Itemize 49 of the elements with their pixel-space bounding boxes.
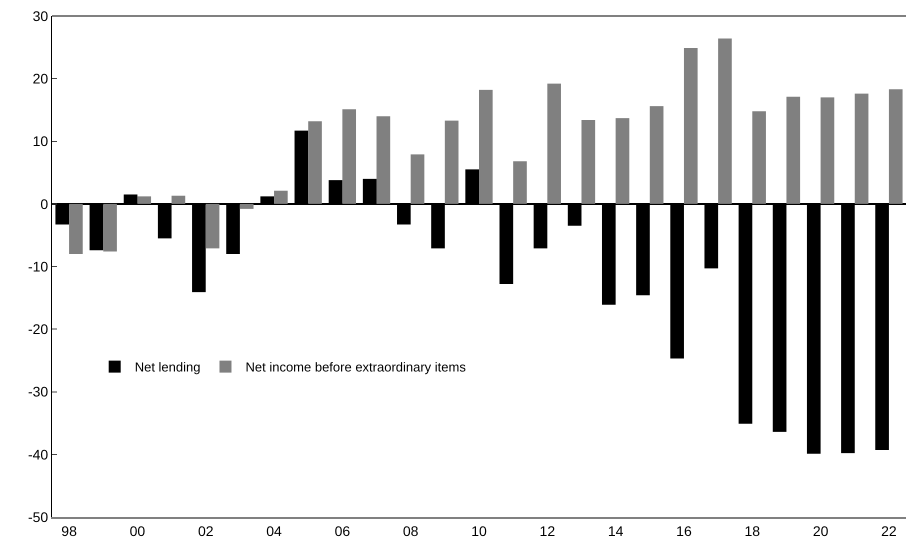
y-tick-label: -20	[28, 321, 48, 338]
bar	[274, 190, 288, 204]
y-tick-label: -50	[28, 508, 48, 525]
y-tick-label: 30	[32, 8, 48, 24]
bar	[172, 196, 186, 204]
bar	[410, 154, 424, 204]
bar	[820, 97, 834, 204]
bar	[103, 204, 117, 252]
bar	[581, 120, 596, 204]
bar	[786, 96, 800, 204]
bar	[684, 48, 698, 204]
x-tick-label: 14	[608, 522, 624, 539]
x-tick-label: 10	[471, 522, 487, 539]
y-tick-label: -10	[28, 258, 48, 274]
x-tick-label: 00	[130, 522, 146, 539]
x-tick-label: 20	[812, 522, 829, 539]
x-tick-label: 22	[881, 522, 897, 539]
x-tick-label: 06	[334, 522, 350, 539]
bar	[513, 161, 527, 204]
bar	[752, 111, 766, 204]
y-tick-label: 0	[40, 196, 48, 212]
y-tick-label: -40	[28, 446, 48, 462]
x-tick-label: 18	[744, 522, 760, 539]
x-tick-label: 08	[402, 522, 419, 539]
bar	[479, 90, 493, 204]
legend-label: Net lending	[134, 360, 200, 375]
y-tick-label: 10	[32, 133, 48, 150]
bar	[444, 120, 458, 204]
bar	[718, 38, 732, 204]
bar	[650, 106, 664, 204]
bar	[240, 204, 254, 209]
bar	[308, 121, 322, 204]
x-tick-label: 12	[540, 522, 556, 539]
y-tick-label: 20	[32, 70, 48, 87]
bar	[547, 84, 561, 204]
bar	[616, 118, 630, 204]
bar	[342, 109, 356, 204]
bar	[206, 204, 220, 248]
bar	[137, 196, 152, 204]
legend-label: Net income before extraordinary items	[245, 360, 466, 375]
x-tick-label: 16	[676, 522, 692, 539]
bar	[854, 94, 868, 204]
bar	[888, 89, 903, 204]
bar	[69, 204, 83, 254]
x-tick-label: 98	[61, 522, 78, 539]
bar	[376, 116, 390, 204]
x-tick-label: 04	[266, 522, 282, 539]
y-tick-label: -30	[28, 384, 48, 400]
x-tick-label: 02	[198, 522, 214, 539]
